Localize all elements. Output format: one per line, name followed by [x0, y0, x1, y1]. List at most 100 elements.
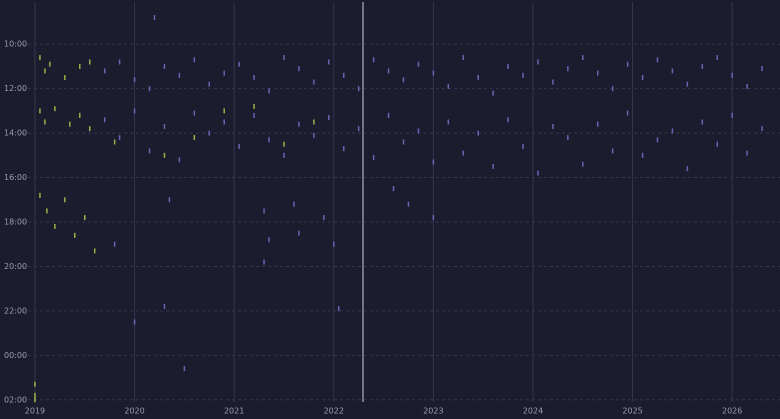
- point: [357, 86, 360, 92]
- point: [268, 237, 270, 243]
- point: [328, 115, 330, 121]
- point: [163, 152, 166, 158]
- x-tick-label: 2019: [25, 407, 45, 416]
- point: [387, 112, 390, 118]
- point: [298, 230, 300, 236]
- point: [656, 57, 659, 63]
- point: [253, 75, 255, 81]
- point: [118, 59, 121, 65]
- point: [208, 81, 211, 87]
- point: [537, 170, 539, 176]
- point: [552, 79, 554, 85]
- point: [163, 63, 166, 69]
- point: [641, 75, 644, 81]
- point: [746, 83, 748, 89]
- point: [208, 130, 211, 136]
- point: [193, 57, 196, 63]
- point: [148, 148, 151, 154]
- y-tick-label: 10:00: [4, 40, 27, 49]
- point: [64, 75, 66, 81]
- point: [118, 135, 121, 141]
- point: [407, 201, 410, 207]
- point: [263, 259, 265, 265]
- point: [582, 55, 584, 61]
- point: [417, 61, 420, 67]
- point: [507, 117, 509, 123]
- point: [323, 215, 325, 221]
- point: [263, 208, 265, 214]
- point: [328, 59, 330, 65]
- point: [298, 121, 300, 127]
- x-tick-label: 2021: [224, 407, 244, 416]
- point: [88, 59, 91, 65]
- point: [34, 381, 36, 387]
- point: [522, 143, 524, 149]
- point: [671, 68, 674, 74]
- point: [337, 306, 340, 312]
- point: [39, 108, 41, 114]
- y-tick-label: 02:00: [4, 395, 27, 404]
- point: [313, 132, 315, 138]
- y-tick-label: 18:00: [4, 218, 27, 227]
- y-tick-label: 00:00: [4, 351, 27, 360]
- point: [392, 186, 395, 192]
- point: [84, 215, 86, 221]
- x-tick-label: 2026: [722, 407, 742, 416]
- point: [522, 72, 524, 78]
- point: [626, 110, 629, 116]
- point: [402, 77, 405, 83]
- point: [223, 119, 225, 125]
- x-tick-label: 2020: [124, 407, 144, 416]
- point: [701, 119, 704, 125]
- point: [46, 208, 48, 214]
- point: [93, 248, 96, 254]
- point: [39, 192, 41, 198]
- point: [193, 135, 196, 141]
- x-tick-label: 2024: [523, 407, 543, 416]
- point: [656, 137, 659, 143]
- y-tick-label: 12:00: [4, 84, 27, 93]
- point: [253, 103, 255, 109]
- point: [103, 68, 106, 74]
- point: [64, 197, 66, 203]
- point: [54, 223, 56, 229]
- point: [417, 128, 420, 134]
- point: [432, 215, 435, 221]
- x-tick-label: 2022: [324, 407, 344, 416]
- point: [133, 77, 136, 83]
- y-tick-label: 16:00: [4, 173, 27, 182]
- point: [492, 90, 494, 96]
- point: [34, 397, 36, 403]
- point: [69, 121, 71, 127]
- point: [113, 139, 116, 145]
- point: [626, 61, 629, 67]
- point: [268, 88, 270, 94]
- point: [223, 70, 225, 76]
- point: [761, 126, 763, 132]
- point: [686, 166, 689, 172]
- point: [54, 106, 56, 112]
- x-tick-label: 2023: [423, 407, 443, 416]
- point: [716, 55, 718, 61]
- point: [79, 112, 81, 118]
- point: [153, 15, 156, 21]
- point: [283, 55, 285, 61]
- point: [133, 319, 136, 325]
- point: [223, 108, 225, 114]
- y-tick-label: 20:00: [4, 262, 27, 271]
- point: [313, 79, 315, 85]
- point: [34, 392, 36, 398]
- point: [492, 163, 494, 169]
- point: [39, 55, 41, 61]
- point: [113, 241, 116, 247]
- point: [238, 143, 240, 149]
- point: [193, 110, 196, 116]
- point: [283, 141, 285, 147]
- point: [731, 112, 733, 118]
- point: [79, 63, 81, 69]
- point: [313, 119, 315, 125]
- point: [596, 70, 599, 76]
- point: [701, 63, 704, 69]
- point: [611, 148, 614, 154]
- point: [342, 146, 345, 152]
